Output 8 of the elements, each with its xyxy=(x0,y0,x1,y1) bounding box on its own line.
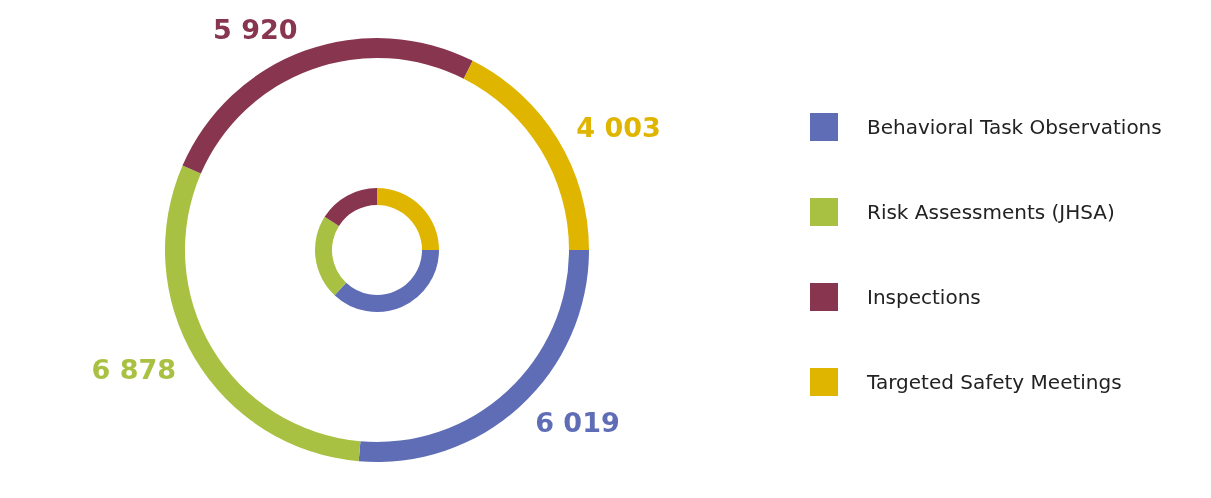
legend-label: Inspections xyxy=(867,285,981,309)
data-label: 4 003 xyxy=(576,111,661,143)
data-label: 6 878 xyxy=(91,354,176,386)
data-label: 5 920 xyxy=(213,14,298,46)
legend-label: Risk Assessments (JHSA) xyxy=(867,200,1115,224)
legend-label: Targeted Safety Meetings xyxy=(866,370,1122,394)
data-label: 6 019 xyxy=(535,406,620,438)
legend-label: Behavioral Task Observations xyxy=(867,115,1162,139)
